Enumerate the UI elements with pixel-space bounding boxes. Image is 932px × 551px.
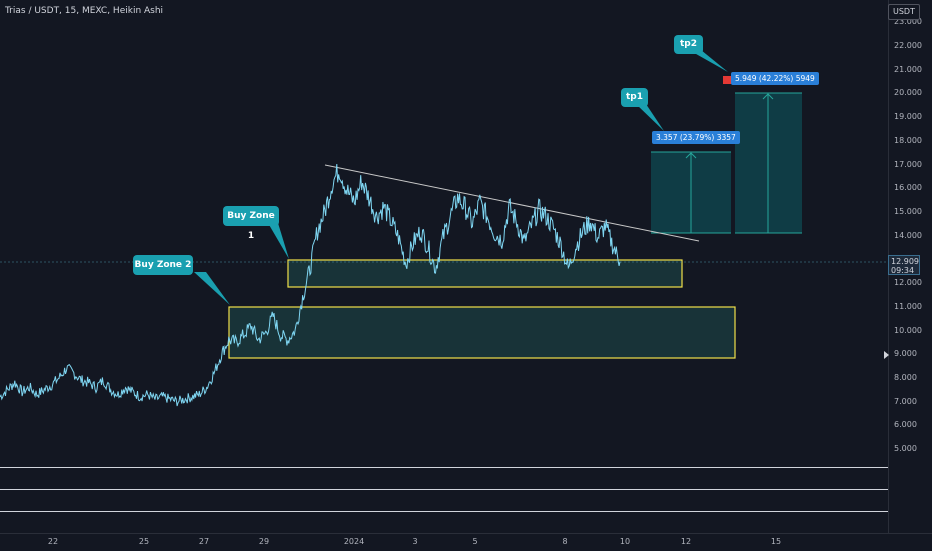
time-label: 27 [198, 537, 210, 546]
tp2-marker[interactable] [723, 76, 731, 84]
buy-zone-2-text: Buy Zone 2 [134, 260, 192, 270]
price-label: 14.000 [894, 231, 922, 240]
buy-zone-1-box[interactable] [287, 259, 683, 288]
chart-area[interactable]: Trias / USDT, 15, MEXC, Heikin Ashi Buy … [0, 0, 888, 533]
tp2-callout[interactable]: tp2 [674, 35, 703, 54]
time-label: 8 [562, 537, 568, 546]
price-label: 16.000 [894, 183, 922, 192]
buy-zone-1-callout[interactable]: Buy Zone 1 [223, 206, 279, 241]
descending-trendline[interactable] [324, 164, 700, 242]
price-label: 21.000 [894, 65, 922, 74]
time-label: 15 [770, 537, 782, 546]
price-label: 17.000 [894, 160, 922, 169]
tp2-text: tp2 [679, 39, 697, 49]
time-label: 2024 [343, 537, 365, 546]
price-label: 18.000 [894, 136, 922, 145]
time-label: 29 [258, 537, 270, 546]
price-label: 5.000 [894, 444, 917, 453]
last-price-badge: 12.909 09:34 [888, 255, 920, 275]
price-label: 9.000 [894, 349, 917, 358]
price-chart[interactable] [0, 0, 888, 533]
buy-zone-1-text: Buy Zone 1 [227, 211, 275, 241]
tp2-arrow-head [762, 93, 774, 100]
currency-button[interactable]: USDT [888, 4, 920, 20]
tp2-target-label: 5.949 (42.22%) 5949 [731, 72, 819, 85]
time-label: 25 [138, 537, 150, 546]
tp2-pointer [689, 50, 728, 72]
price-label: 15.000 [894, 207, 922, 216]
time-label: 3 [412, 537, 418, 546]
price-label: 12.000 [894, 278, 922, 287]
price-label: 10.000 [894, 326, 922, 335]
buy-zone-2-box[interactable] [228, 306, 736, 359]
pane-separator-1[interactable] [0, 467, 888, 468]
time-label: 10 [619, 537, 631, 546]
symbol-title: Trias / USDT, 15, MEXC, Heikin Ashi [5, 6, 164, 16]
buy-zone-1-pointer [268, 223, 289, 259]
time-label: 5 [472, 537, 478, 546]
bar-countdown: 09:34 [891, 266, 915, 275]
time-scale[interactable] [0, 533, 932, 551]
price-label: 20.000 [894, 88, 922, 97]
scale-arrow-icon[interactable] [884, 351, 889, 359]
tp1-arrow-head [685, 152, 697, 159]
time-label: 12 [680, 537, 692, 546]
price-label: 22.000 [894, 41, 922, 50]
price-series-line[interactable] [0, 163, 621, 407]
price-label: 11.000 [894, 302, 922, 311]
price-label: 7.000 [894, 397, 917, 406]
price-label: 19.000 [894, 112, 922, 121]
tp1-callout[interactable]: tp1 [621, 88, 648, 107]
pane-separator-3[interactable] [0, 511, 888, 512]
price-label: 23.000 [894, 17, 922, 26]
price-label: 8.000 [894, 373, 917, 382]
last-price-value: 12.909 [891, 257, 919, 266]
time-label: 22 [47, 537, 59, 546]
price-label: 6.000 [894, 420, 917, 429]
buy-zone-2-pointer [194, 272, 230, 305]
buy-zone-2-callout[interactable]: Buy Zone 2 [133, 255, 193, 275]
tp1-text: tp1 [625, 92, 643, 102]
pane-separator-2[interactable] [0, 489, 888, 490]
tp1-target-label: 3.357 (23.79%) 3357 [652, 131, 740, 144]
tp1-pointer [636, 104, 664, 131]
